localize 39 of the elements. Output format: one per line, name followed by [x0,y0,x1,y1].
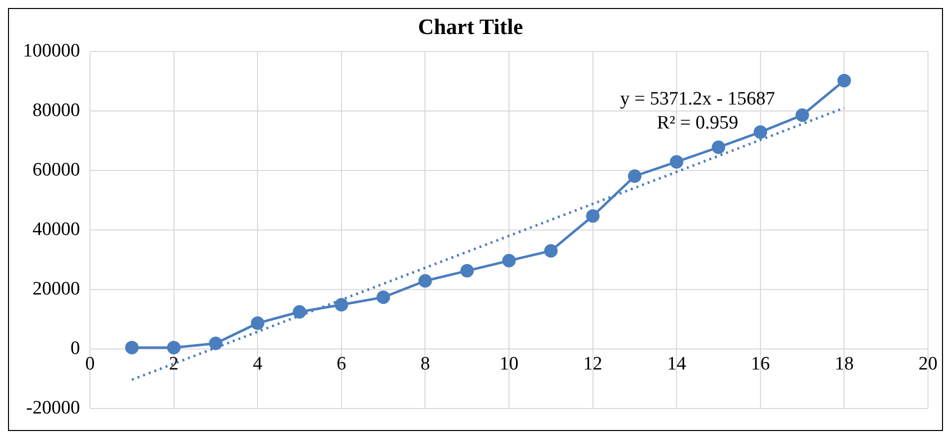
point [460,264,474,278]
x-tick-label: 12 [583,353,602,374]
y-tick-label: 20000 [32,278,80,300]
x-tick-label: 10 [500,353,518,374]
point [837,74,851,88]
point [292,305,306,319]
y-tick-label: 60000 [32,159,80,180]
x-tick-label: 0 [85,353,95,374]
x-tick-label: 20 [918,353,938,374]
point [167,340,181,354]
point [208,336,222,350]
point [250,316,264,330]
x-tick-label: 16 [750,353,770,374]
point [586,209,600,223]
point [712,140,726,154]
point [376,290,390,304]
x-tick-label: 4 [252,353,263,374]
chart-title: Chart Title [418,14,524,39]
y-tick-label: 40000 [32,218,80,240]
point [544,244,558,258]
point [502,254,516,268]
x-tick-label: 14 [667,353,687,374]
y-tick-label: -20000 [26,398,80,419]
y-tick-label: 0 [70,338,80,360]
point [334,298,348,312]
y-tick-label: 100000 [23,40,80,62]
x-tick-label: 18 [834,353,854,374]
point [754,125,768,139]
point [796,108,810,122]
annotation: y = 5371.2x - 15687 [620,88,775,110]
y-tick-label: 80000 [32,100,80,121]
x-tick-label: 2 [169,353,179,374]
x-tick-label: 6 [336,353,346,374]
x-tick-label: 8 [420,353,430,374]
point [125,340,139,354]
point [418,274,432,288]
point [628,169,642,183]
point [670,155,684,169]
annotation: R² = 0.959 [656,112,738,134]
